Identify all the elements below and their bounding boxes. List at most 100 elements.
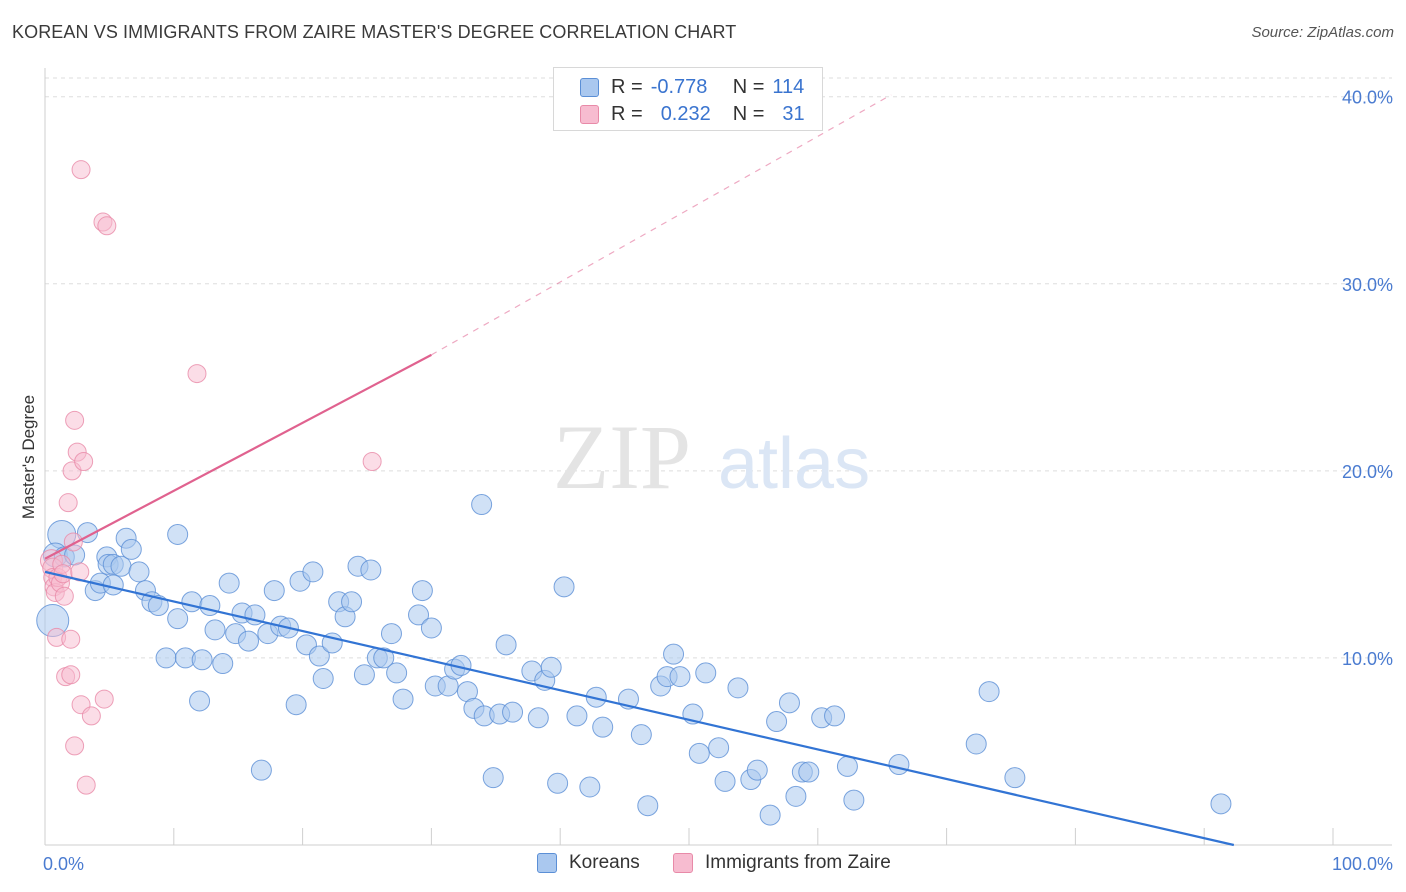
- zaire-r-label: R =: [611, 102, 643, 125]
- y-axis-title: Master's Degree: [19, 395, 38, 519]
- zaire-trend-line: [44, 353, 432, 560]
- zaire-point: [58, 493, 78, 513]
- zaire-point: [65, 736, 85, 756]
- chart-title: KOREAN VS IMMIGRANTS FROM ZAIRE MASTER'S…: [12, 22, 737, 42]
- zaire-point: [187, 364, 207, 384]
- korean-point: [308, 645, 330, 667]
- korean-point: [189, 690, 211, 712]
- zaire-n-value: 31: [782, 102, 805, 125]
- korean-point: [360, 559, 382, 581]
- korean-point: [204, 619, 226, 641]
- korean-point: [218, 572, 240, 594]
- korean-point: [630, 724, 652, 746]
- legend-koreans-label: Koreans: [569, 852, 640, 873]
- korean-point: [637, 795, 659, 817]
- korean-point: [746, 759, 768, 781]
- korean-point: [380, 623, 402, 645]
- zaire-point: [81, 706, 101, 726]
- zaire-point: [97, 216, 117, 236]
- zaire-point: [76, 775, 96, 795]
- grid-lines: [45, 77, 1392, 659]
- axes: [44, 68, 1392, 846]
- stats-legend: R = -0.778 N = 114 R = 0.232 N = 31: [553, 67, 823, 131]
- korean-point: [547, 772, 569, 794]
- korean-point: [147, 595, 169, 617]
- korean-point: [502, 701, 524, 723]
- y-tick-label: 40.0%: [1342, 88, 1393, 108]
- zaire-point: [94, 689, 114, 709]
- y-tick-label: 30.0%: [1342, 275, 1393, 295]
- korean-point: [727, 677, 749, 699]
- korean-point: [759, 804, 781, 826]
- zaire-trend-extension: [431, 94, 892, 356]
- korean-point: [128, 561, 150, 583]
- zaire-n-label: N =: [732, 102, 765, 125]
- koreans-r-label: R =: [611, 75, 643, 98]
- x-tick-label: 100.0%: [1332, 854, 1393, 874]
- korean-point: [1210, 793, 1232, 815]
- korean-point: [212, 653, 234, 675]
- korean-point: [669, 666, 691, 688]
- zaire-point: [61, 629, 81, 649]
- stats-row-zaire: R = 0.232 N = 31: [554, 101, 805, 127]
- zaire-point: [61, 665, 81, 685]
- korean-point: [120, 538, 142, 560]
- korean-point: [843, 789, 865, 811]
- korean-point: [978, 681, 1000, 703]
- legend-item-koreans: Koreans: [537, 852, 640, 874]
- zaire-point: [362, 452, 382, 471]
- tick-labels: 10.0% 20.0% 30.0% 40.0% 0.0% 100.0% Master's D…: [19, 88, 1393, 874]
- korean-point: [420, 617, 442, 639]
- stats-row-koreans: R = -0.778 N = 114: [554, 74, 804, 100]
- trend-lines: [44, 94, 1235, 847]
- korean-point: [785, 785, 807, 807]
- korean-point: [312, 668, 334, 690]
- y-tick-label: 20.0%: [1342, 462, 1393, 482]
- korean-point: [392, 688, 414, 710]
- korean-point: [238, 630, 260, 652]
- korean-point: [778, 692, 800, 714]
- watermark: ZIP atlas: [553, 406, 870, 508]
- korean-point: [341, 591, 363, 613]
- korean-point: [411, 580, 433, 602]
- korean-point: [695, 662, 717, 684]
- koreans-trend-line: [44, 570, 1235, 847]
- korean-point: [167, 608, 189, 630]
- korean-point: [888, 754, 910, 776]
- korean-point: [386, 662, 408, 684]
- source-credit: Source: ZipAtlas.com: [1251, 24, 1394, 41]
- korean-point: [824, 705, 846, 727]
- korean-point: [263, 580, 285, 602]
- korean-point: [191, 649, 213, 671]
- korean-point: [708, 737, 730, 759]
- korean-point: [495, 634, 517, 656]
- watermark-zip: ZIP: [553, 406, 691, 508]
- x-tick-label: 0.0%: [43, 854, 84, 874]
- korean-point: [250, 759, 272, 781]
- y-tick-label: 10.0%: [1342, 649, 1393, 669]
- zaire-point: [71, 160, 91, 180]
- korean-point: [527, 707, 549, 729]
- korean-point: [798, 761, 820, 783]
- zaire-swatch: [580, 104, 599, 124]
- data-points: [36, 160, 1232, 826]
- korean-point: [965, 733, 987, 755]
- korean-point: [471, 494, 493, 516]
- korean-point: [373, 647, 395, 669]
- korean-point: [408, 604, 430, 626]
- koreans-n-value: 114: [772, 75, 805, 98]
- korean-point: [836, 755, 858, 777]
- zaire-point: [65, 410, 85, 430]
- korean-point: [566, 705, 588, 727]
- legend-item-zaire: Immigrants from Zaire: [673, 852, 891, 874]
- korean-point: [766, 711, 788, 733]
- korean-point: [181, 591, 203, 613]
- zaire-r-value: 0.232: [660, 102, 711, 125]
- korean-point: [579, 776, 601, 798]
- korean-point: [592, 716, 614, 738]
- zaire-point: [54, 586, 74, 606]
- koreans-r-value: -0.778: [650, 75, 708, 98]
- korean-point: [714, 770, 736, 792]
- korean-point: [302, 561, 324, 583]
